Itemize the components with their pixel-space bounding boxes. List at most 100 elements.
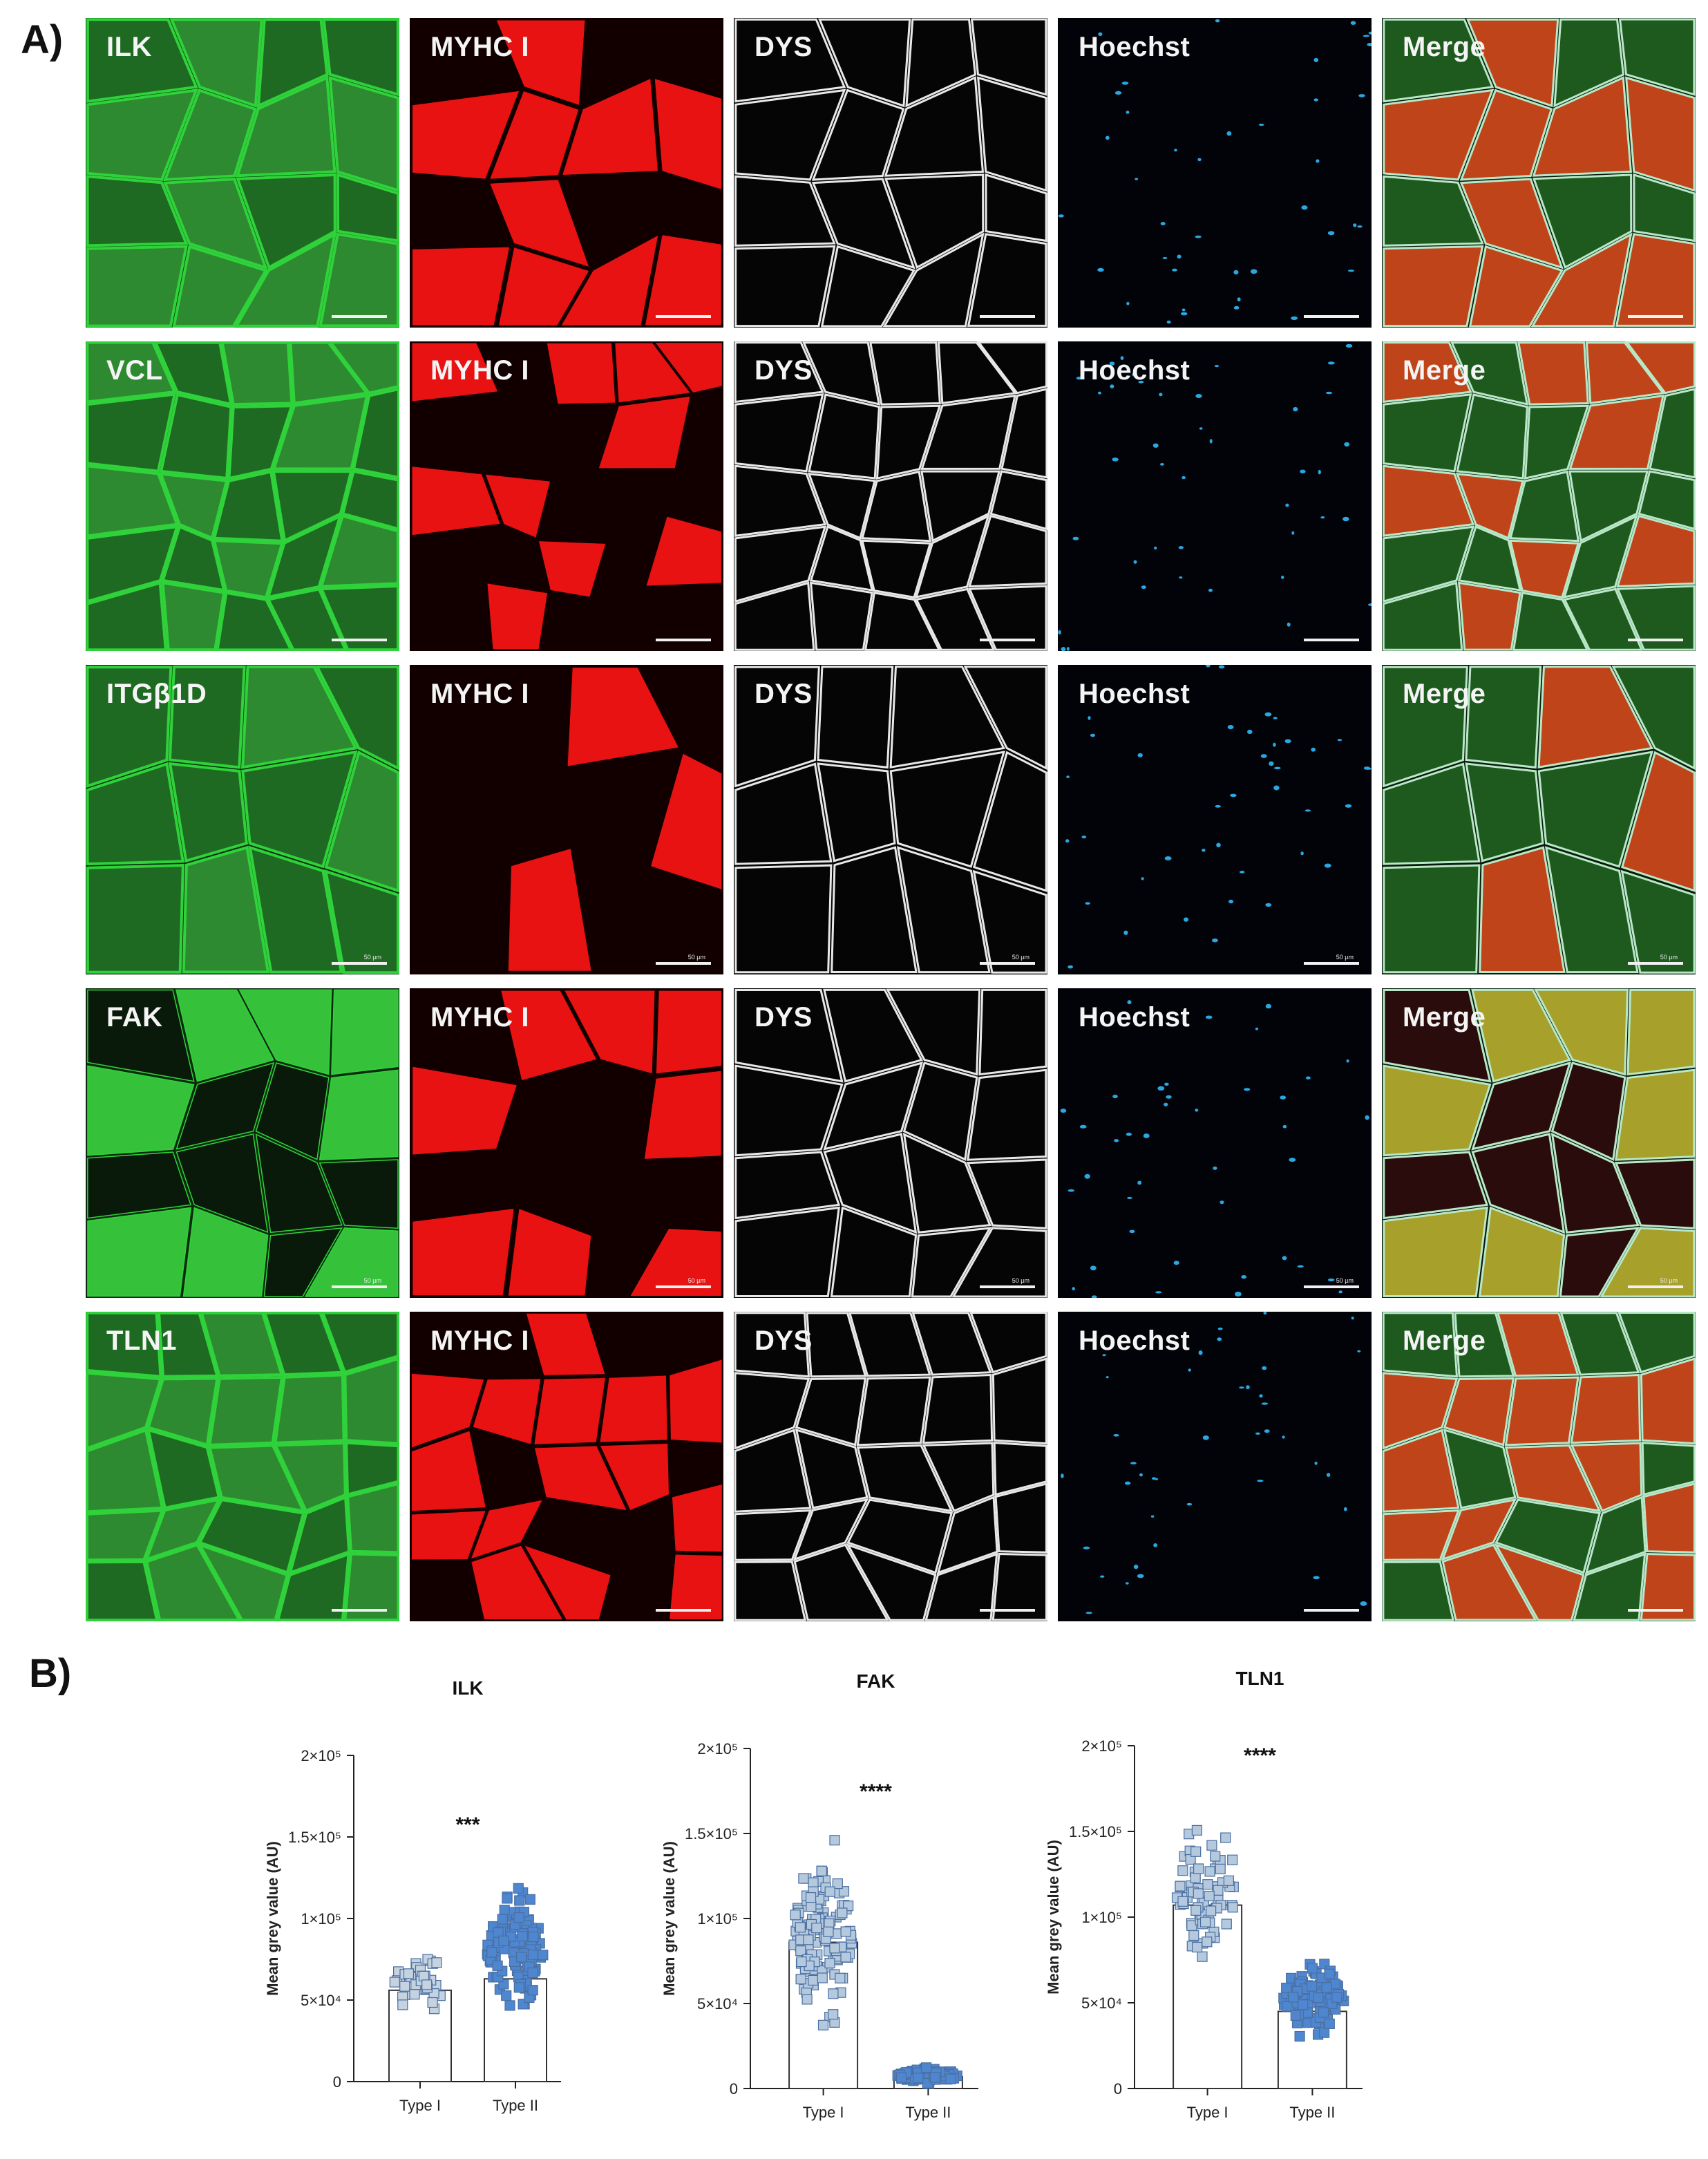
scale-bar	[980, 1609, 1035, 1612]
y-tick-label: 1×10⁵	[301, 1910, 341, 1927]
data-point	[1318, 2007, 1329, 2018]
data-point	[515, 1952, 527, 1963]
data-point	[499, 1905, 510, 1916]
channel-label: DYS	[755, 32, 813, 62]
y-tick-label: 2×10⁵	[1081, 1737, 1122, 1755]
micrograph-tile-0-1: MYHC I	[410, 18, 723, 328]
channel-label: Merge	[1403, 679, 1486, 709]
micrograph-tile-0-0: ILK	[86, 18, 399, 328]
channel-label: Merge	[1403, 1002, 1486, 1033]
data-point	[920, 2062, 932, 2073]
channel-label: MYHC I	[430, 679, 529, 709]
channel-label: MYHC I	[430, 1326, 529, 1356]
scale-bar-label: 50 µm	[687, 1277, 705, 1284]
data-point	[1193, 1863, 1204, 1874]
data-point	[497, 1914, 508, 1925]
scale-bar	[656, 1285, 711, 1288]
data-point	[823, 1926, 834, 1937]
scale-bar	[656, 315, 711, 318]
micrograph-image	[86, 18, 399, 328]
data-point	[409, 1989, 420, 2000]
data-point	[832, 1878, 843, 1889]
channel-label: DYS	[755, 355, 813, 386]
data-point	[796, 1957, 807, 1968]
y-tick-label: 0	[333, 2073, 341, 2091]
scale-bar	[1304, 639, 1359, 641]
micrograph-tile-2-0: ITGβ1D 50 µm	[86, 665, 399, 974]
scale-bar-label: 50 µm	[1660, 954, 1678, 961]
micrograph-tile-2-4: Merge 50 µm	[1382, 665, 1696, 974]
channel-label: MYHC I	[430, 32, 529, 62]
micrograph-tile-4-2: DYS	[734, 1312, 1047, 1621]
data-point	[808, 1877, 819, 1888]
data-point	[1188, 1930, 1199, 1941]
scale-bar	[1304, 315, 1359, 318]
micrograph-grid: ILK MYHC I DYS Hoechst Merge VCL MYHC I DYS Hoec…	[86, 18, 1697, 1621]
data-point	[1204, 1890, 1215, 1902]
data-point	[1324, 1968, 1335, 1979]
micrograph-tile-0-4: Merge	[1382, 18, 1696, 328]
scale-bar	[1628, 962, 1683, 965]
y-tick-label: 2×10⁵	[697, 1740, 738, 1757]
data-point	[397, 1999, 408, 2010]
micrograph-image	[1382, 18, 1696, 328]
x-tick-label: Type I	[1187, 2104, 1228, 2121]
x-tick-label: Type II	[905, 2104, 951, 2121]
data-point	[806, 1901, 817, 1912]
channel-label: FAK	[106, 1002, 163, 1033]
scale-bar-label: 50 µm	[1336, 1277, 1354, 1284]
data-point	[524, 1894, 535, 1905]
scale-bar	[980, 639, 1035, 641]
x-tick-label: Type I	[803, 2104, 844, 2121]
micrograph-image	[1382, 665, 1696, 974]
data-point	[805, 1892, 817, 1903]
data-point	[1190, 1846, 1202, 1857]
scale-bar	[656, 1609, 711, 1612]
data-point	[486, 1947, 497, 1958]
data-point	[501, 1990, 512, 2001]
data-point	[801, 1994, 813, 2005]
channel-label: Merge	[1403, 32, 1486, 62]
y-tick-label: 2×10⁵	[301, 1747, 341, 1764]
data-point	[1223, 1875, 1235, 1886]
data-point	[795, 1974, 806, 1985]
panel-a-label: A)	[21, 17, 64, 62]
micrograph-image	[1058, 665, 1372, 974]
data-point	[829, 1835, 840, 1846]
y-tick-label: 1.5×10⁵	[288, 1829, 341, 1846]
data-point	[399, 1981, 410, 1992]
scale-bar	[1628, 1285, 1683, 1288]
micrograph-tile-1-4: Merge	[1382, 341, 1696, 651]
micrograph-image	[734, 988, 1047, 1298]
channel-label: ILK	[106, 32, 152, 62]
data-point	[795, 1922, 806, 1933]
scale-bar	[1304, 1609, 1359, 1612]
data-point	[816, 1865, 827, 1876]
data-point	[798, 1873, 809, 1884]
micrograph-tile-1-2: DYS	[734, 341, 1047, 651]
data-point	[895, 2072, 907, 2083]
scale-bar-label: 50 µm	[1336, 954, 1354, 961]
data-point	[1318, 2027, 1330, 2038]
data-point	[803, 1934, 814, 1945]
y-axis-label: Mean grey value (AU)	[661, 1841, 678, 1996]
channel-label: ITGβ1D	[106, 679, 207, 709]
micrograph-tile-2-3: Hoechst 50 µm	[1058, 665, 1372, 974]
data-point	[1221, 1918, 1232, 1930]
micrograph-image	[734, 341, 1047, 651]
data-point	[1290, 2010, 1301, 2021]
channel-label: Hoechst	[1079, 679, 1190, 709]
channel-label: Hoechst	[1079, 1002, 1190, 1033]
scale-bar	[1304, 962, 1359, 965]
micrograph-image	[86, 1312, 399, 1621]
data-point	[421, 1979, 433, 1990]
micrograph-tile-3-3: Hoechst 50 µm	[1058, 988, 1372, 1298]
scale-bar-label: 50 µm	[1012, 954, 1029, 961]
micrograph-image	[410, 988, 723, 1298]
x-tick-label: Type II	[1289, 2104, 1335, 2121]
data-point	[1288, 1992, 1299, 2003]
data-point	[1205, 1905, 1217, 1916]
scale-bar	[332, 639, 387, 641]
data-point	[1227, 1902, 1238, 1913]
micrograph-tile-3-2: DYS 50 µm	[734, 988, 1047, 1298]
